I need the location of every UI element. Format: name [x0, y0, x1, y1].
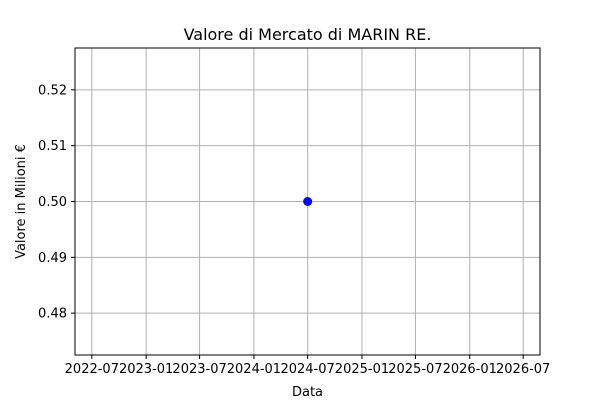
y-axis-ticks: 0.48 0.49 0.50 0.51 0.52: [38, 83, 75, 322]
y-tick-label: 0.52: [38, 83, 67, 98]
y-axis-label: Valore in Milioni €: [14, 144, 29, 259]
x-tick-label: 2022-07: [65, 362, 119, 377]
x-tick-label: 2023-07: [172, 362, 226, 377]
x-tick-label: 2024-01: [227, 362, 281, 377]
x-tick-label: 2026-01: [443, 362, 497, 377]
x-tick-label: 2024-07: [280, 362, 334, 377]
y-tick-label: 0.49: [38, 251, 67, 266]
y-tick-label: 0.50: [38, 195, 67, 210]
x-tick-label: 2023-01: [119, 362, 173, 377]
x-axis-label: Data: [292, 385, 323, 400]
y-tick-label: 0.48: [38, 307, 67, 322]
chart-title: Valore di Mercato di MARIN RE.: [184, 25, 432, 44]
y-tick-label: 0.51: [38, 139, 67, 154]
data-point: [303, 197, 313, 206]
x-tick-label: 2026-07: [496, 362, 550, 377]
x-tick-label: 2025-07: [388, 362, 442, 377]
data-series: [303, 197, 313, 206]
x-axis-ticks: 2022-07 2023-01 2023-07 2024-01 2024-07 2025-…: [65, 355, 550, 377]
x-tick-label: 2025-01: [335, 362, 389, 377]
